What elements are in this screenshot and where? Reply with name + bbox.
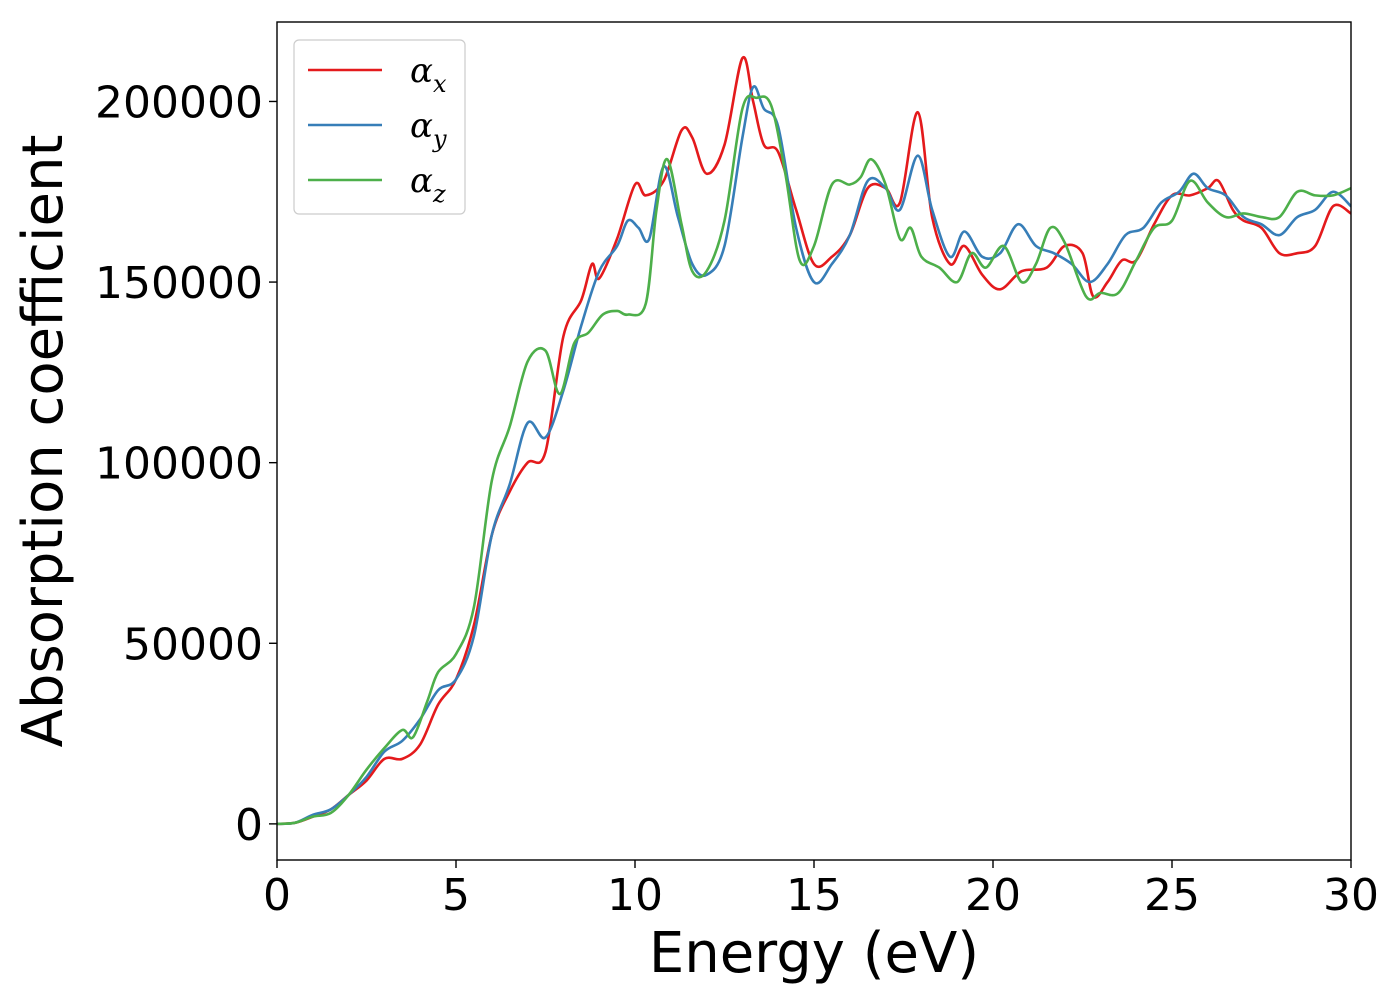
- x-tick-label: 10: [607, 870, 663, 921]
- x-axis-label: Energy (eV): [649, 921, 979, 986]
- legend-label-alpha-y: αy: [410, 106, 447, 153]
- x-tick-label: 5: [442, 870, 470, 921]
- y-tick-label: 0: [235, 800, 263, 851]
- y-axis-label: Absorption coefficient: [11, 135, 76, 748]
- series-line-alpha-z: [277, 94, 1351, 826]
- series-layer: [277, 56, 1351, 826]
- x-tick-label: 25: [1144, 870, 1200, 921]
- x-tick-label: 20: [965, 870, 1021, 921]
- x-axis: 0 5 10 15 20 25 30: [263, 860, 1379, 921]
- y-tick-label: 150000: [95, 258, 263, 309]
- legend-box: [293, 39, 466, 215]
- x-tick-label: 15: [786, 870, 842, 921]
- y-tick-label: 100000: [95, 439, 263, 490]
- y-tick-label: 200000: [95, 77, 263, 128]
- legend-label-alpha-x: αx: [410, 51, 447, 98]
- y-axis: 0 50000 100000 150000 200000: [95, 77, 277, 851]
- x-tick-label: 30: [1323, 870, 1379, 921]
- x-tick-label: 0: [263, 870, 291, 921]
- y-tick-label: 50000: [123, 619, 263, 670]
